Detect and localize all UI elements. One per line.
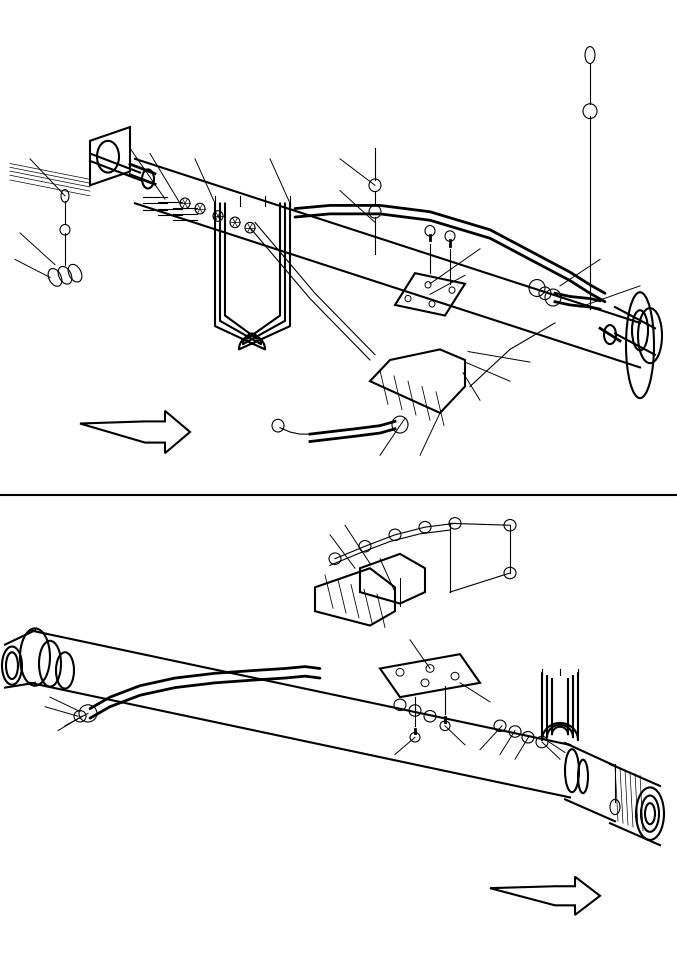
Circle shape [426, 665, 434, 672]
Circle shape [451, 672, 459, 680]
Circle shape [429, 301, 435, 308]
Circle shape [421, 679, 429, 687]
Circle shape [396, 668, 404, 676]
Circle shape [405, 295, 411, 302]
Circle shape [425, 282, 431, 288]
Circle shape [449, 286, 455, 293]
